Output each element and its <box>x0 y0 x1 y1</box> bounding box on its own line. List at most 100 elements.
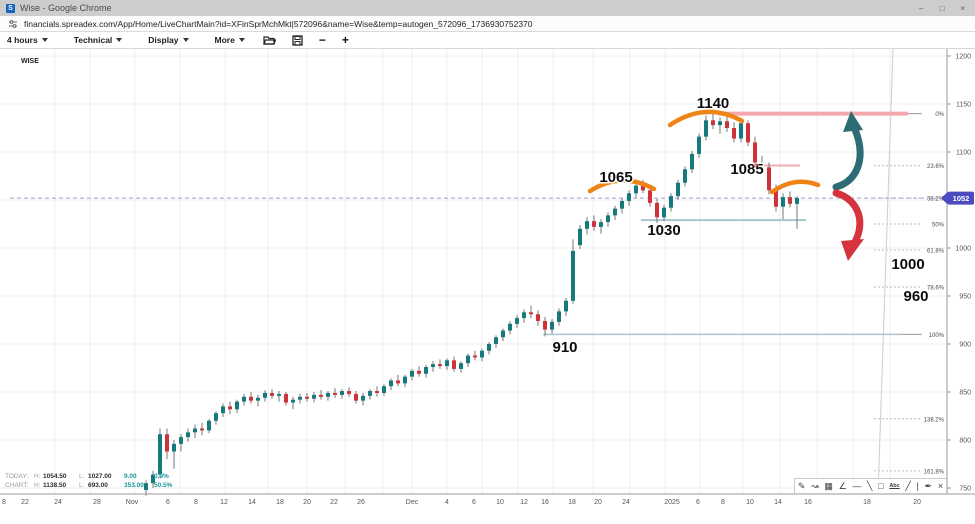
fib-level-label: 161.8% <box>924 469 945 475</box>
pencil-tool-icon[interactable]: ✒ <box>924 481 933 491</box>
fib-level-label: 138.2% <box>924 417 945 423</box>
candle <box>158 428 162 479</box>
candle <box>305 392 309 402</box>
candle <box>382 384 386 396</box>
price-chart[interactable]: 0% 23.6% 38.2% 50% 61.8% 78.6% 100% 138.2% 161.8… <box>0 49 975 524</box>
svg-text:1200: 1200 <box>955 54 971 61</box>
save-icon[interactable] <box>292 34 303 46</box>
candle <box>522 309 526 323</box>
bullish-curved-arrow[interactable] <box>832 111 864 191</box>
candle <box>508 320 512 335</box>
fib-level-label: 78.6% <box>927 286 945 292</box>
candle <box>795 196 799 229</box>
drawing-handle-marker <box>753 162 759 168</box>
bearish-curved-arrow[interactable] <box>832 189 864 261</box>
candle <box>396 374 400 387</box>
peak-arc-1065[interactable] <box>587 178 657 194</box>
candle <box>578 224 582 249</box>
candle <box>361 392 365 406</box>
high-label: H: <box>34 473 41 480</box>
candle <box>249 392 253 404</box>
address-bar[interactable]: financials.spreadex.com/App/Home/LiveCha… <box>0 16 975 32</box>
svg-text:18: 18 <box>863 499 871 506</box>
peak-arc-recent[interactable] <box>769 179 821 195</box>
svg-text:12: 12 <box>520 499 528 506</box>
svg-text:Nov: Nov <box>126 499 139 506</box>
close-button[interactable]: × <box>960 3 965 13</box>
candle <box>536 310 540 326</box>
trendline-tool-icon[interactable]: ╲ <box>867 481 873 491</box>
site-settings-icon[interactable] <box>8 19 18 29</box>
curve-tool-icon[interactable]: ↝ <box>811 481 819 491</box>
candle <box>606 212 610 227</box>
url-text[interactable]: financials.spreadex.com/App/Home/LiveCha… <box>24 18 533 29</box>
pen-tool-icon[interactable]: ✎ <box>797 481 806 491</box>
candle <box>592 215 596 231</box>
svg-text:1052: 1052 <box>953 194 970 203</box>
svg-text:4: 4 <box>445 499 449 506</box>
window-titlebar[interactable]: S Wise - Google Chrome – □ × <box>0 0 975 16</box>
hline-tool-icon[interactable]: — <box>852 481 862 491</box>
peak-arc-1140[interactable] <box>667 109 745 128</box>
angle-tool-icon[interactable]: ∠ <box>838 481 847 491</box>
chart-info-row: CHART: H: 1138.50 L: 693.00 353.00 50.5% <box>5 481 178 490</box>
candle <box>431 361 435 372</box>
open-folder-icon[interactable] <box>262 35 276 45</box>
chart-low-value: 693.00 <box>88 482 108 489</box>
fib-level-label: 61.8% <box>927 249 945 255</box>
text-tool-icon[interactable]: Abc <box>889 483 900 489</box>
annotation-label-1140: 1140 <box>697 95 730 112</box>
technical-dropdown-label: Technical <box>73 35 113 45</box>
candle <box>466 353 470 368</box>
technical-dropdown[interactable]: Technical <box>74 35 123 45</box>
maximize-button[interactable]: □ <box>939 3 945 13</box>
candle <box>655 199 659 224</box>
svg-text:1000: 1000 <box>955 246 971 253</box>
rect-tool-icon[interactable]: □ <box>878 481 884 491</box>
annotation-label-1065: 1065 <box>599 169 632 186</box>
candle <box>333 388 337 398</box>
svg-text:6: 6 <box>166 499 170 506</box>
candle <box>452 356 456 372</box>
annotation-label-1000: 1000 <box>891 256 924 273</box>
candle <box>235 399 239 414</box>
svg-text:16: 16 <box>541 499 549 506</box>
close-toolbar-icon[interactable]: × <box>937 481 944 491</box>
candle <box>753 136 757 167</box>
svg-text:2025: 2025 <box>664 499 680 506</box>
candle <box>340 389 344 399</box>
minimize-button[interactable]: – <box>919 3 924 13</box>
annotation-label-1085: 1085 <box>730 161 763 178</box>
more-dropdown[interactable]: More <box>215 35 245 45</box>
svg-text:20: 20 <box>303 499 311 506</box>
candle <box>221 403 225 417</box>
candle <box>487 342 491 355</box>
grid-tool-icon[interactable]: ▦ <box>824 481 833 491</box>
candle <box>298 393 302 404</box>
svg-text:26: 26 <box>357 499 365 506</box>
zoom-in-button[interactable]: + <box>341 33 349 47</box>
candle <box>172 440 176 469</box>
candle <box>676 179 680 200</box>
candle <box>459 361 463 373</box>
candle <box>144 480 148 496</box>
chart-area: 0% 23.6% 38.2% 50% 61.8% 78.6% 100% 138.2% 161.8… <box>0 48 975 524</box>
annotation-label-910: 910 <box>552 339 577 356</box>
toolbar-divider: | <box>916 481 919 491</box>
chart-high-value: 1138.50 <box>43 482 67 489</box>
symbol-label: WISE <box>21 58 39 65</box>
zoom-out-button[interactable]: − <box>318 33 326 47</box>
candle <box>781 193 785 220</box>
candle <box>627 190 631 206</box>
low-label: L: <box>79 473 85 480</box>
candle <box>501 328 505 342</box>
line-tool-icon[interactable]: ╱ <box>905 481 911 491</box>
svg-text:1150: 1150 <box>956 102 971 109</box>
display-dropdown[interactable]: Display <box>148 35 189 45</box>
timeframe-dropdown[interactable]: 4 hours <box>7 35 48 45</box>
candle <box>242 393 246 406</box>
candle <box>375 386 379 397</box>
candle <box>718 117 722 134</box>
candle <box>746 120 750 147</box>
